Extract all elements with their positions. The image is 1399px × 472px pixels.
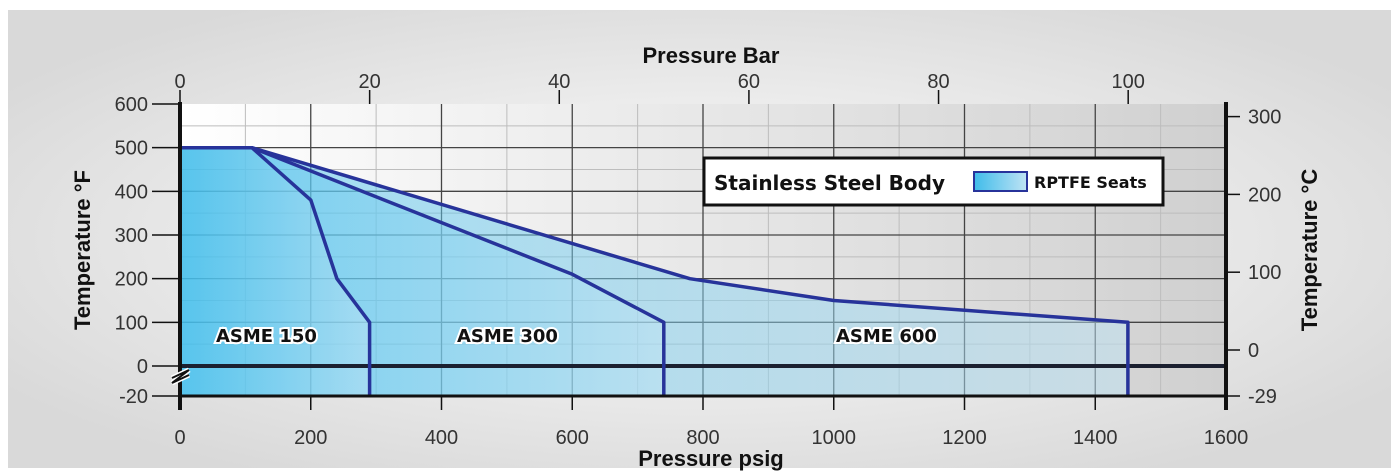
y-left-axis-title: Temperature °F (70, 170, 95, 330)
region-label-asme-600: ASME 600 (836, 326, 937, 347)
series-line-asme-600 (180, 145, 1130, 396)
x-top-axis-title: Pressure Bar (643, 43, 780, 68)
legend-entry-label: RPTFE Seats (1034, 173, 1147, 192)
x-bottom-tick-label: 200 (294, 427, 327, 449)
x-bottom-tick-label: 0 (174, 427, 185, 449)
y-left-tick-label: 400 (115, 181, 148, 203)
y-left-tick-label: 500 (115, 138, 148, 160)
y-left-tick-label: 200 (115, 269, 148, 291)
region-label-asme-150: ASME 150 (216, 326, 317, 347)
y-right-tick-label: 0 (1248, 340, 1259, 362)
x-top-tick-label: 100 (1111, 71, 1144, 93)
x-bottom-tick-label: 1600 (1204, 427, 1249, 449)
y-right-tick-label: 300 (1248, 107, 1281, 129)
y-left-tick-label: 0 (137, 356, 148, 378)
legend-box (702, 156, 1165, 207)
x-top-tick-label: 80 (927, 71, 949, 93)
x-bottom-tick-label: 800 (686, 427, 719, 449)
y-right-tick-label: -29 (1248, 386, 1277, 408)
x-bottom-tick-label: 1200 (942, 427, 987, 449)
y-right-axis-title: Temperature °C (1297, 169, 1322, 332)
y-left-tick-label: -20 (119, 386, 148, 408)
x-bottom-tick-label: 400 (425, 427, 458, 449)
y-left-tick-label: 600 (115, 94, 148, 116)
plot-area (180, 104, 1226, 396)
x-bottom-tick-label: 1000 (812, 427, 857, 449)
axis-break-mark (171, 369, 190, 384)
y-left-tick-label: 100 (115, 312, 148, 334)
legend-title: Stainless Steel Body (714, 171, 945, 195)
area-asme-150 (180, 147, 370, 396)
region-label-asme-300: ASME 300 (457, 326, 558, 347)
y-left-tick-label: 300 (115, 225, 148, 247)
x-bottom-axis-title: Pressure psig (638, 446, 784, 471)
x-bottom-tick-label: 600 (556, 427, 589, 449)
x-top-tick-label: 40 (548, 71, 570, 93)
x-top-tick-label: 0 (174, 71, 185, 93)
y-right-tick-label: 100 (1248, 262, 1281, 284)
legend: Stainless Steel Body RPTFE Seats (702, 156, 1165, 207)
x-top-tick-label: 20 (359, 71, 381, 93)
x-top-tick-label: 60 (738, 71, 760, 93)
legend-swatch (973, 171, 1028, 192)
y-right-tick-label: 200 (1248, 184, 1281, 206)
x-bottom-tick-label: 1400 (1073, 427, 1118, 449)
